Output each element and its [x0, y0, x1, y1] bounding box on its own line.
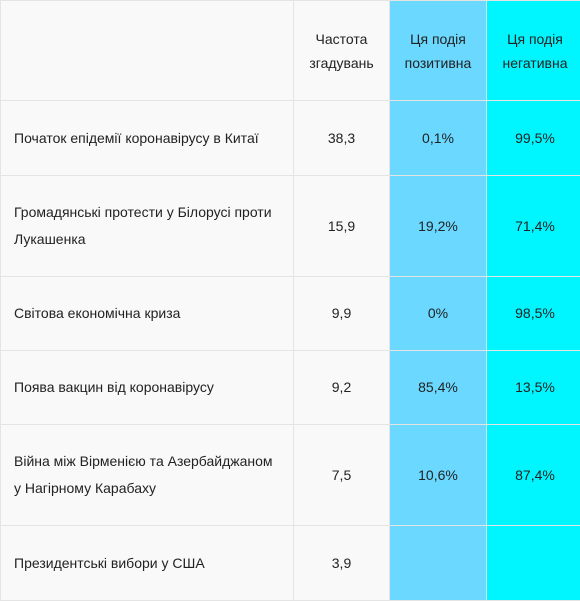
frequency-cell: 3,9	[294, 526, 390, 601]
negative-cell: 99,5%	[487, 101, 580, 176]
event-cell: Президентські вибори у США	[1, 526, 294, 601]
frequency-cell: 9,9	[294, 277, 390, 351]
event-cell: Поява вакцин від коронавірусу	[1, 351, 294, 425]
header-negative: Ця подія негативна	[487, 1, 580, 101]
header-positive: Ця подія позитивна	[390, 1, 487, 101]
event-cell: Початок епідемії коронавірусу в Китаї	[1, 101, 294, 176]
negative-cell: 71,4%	[487, 176, 580, 277]
event-cell: Війна між Вірменією та Азербайджаном у Н…	[1, 425, 294, 526]
header-row: Частота згадувань Ця подія позитивна Ця …	[1, 1, 580, 101]
positive-cell	[390, 526, 487, 601]
positive-cell: 85,4%	[390, 351, 487, 425]
table-row: Початок епідемії коронавірусу в Китаї 38…	[1, 101, 580, 176]
table-row: Президентські вибори у США 3,9	[1, 526, 580, 601]
frequency-cell: 15,9	[294, 176, 390, 277]
frequency-cell: 38,3	[294, 101, 390, 176]
table-row: Світова економічна криза 9,9 0% 98,5%	[1, 277, 580, 351]
positive-cell: 0,1%	[390, 101, 487, 176]
positive-cell: 0%	[390, 277, 487, 351]
table-row: Громадянські протести у Білорусі проти Л…	[1, 176, 580, 277]
negative-cell	[487, 526, 580, 601]
header-event	[1, 1, 294, 101]
frequency-cell: 7,5	[294, 425, 390, 526]
event-cell: Громадянські протести у Білорусі проти Л…	[1, 176, 294, 277]
table-row: Поява вакцин від коронавірусу 9,2 85,4% …	[1, 351, 580, 425]
table-row: Війна між Вірменією та Азербайджаном у Н…	[1, 425, 580, 526]
negative-cell: 98,5%	[487, 277, 580, 351]
frequency-cell: 9,2	[294, 351, 390, 425]
header-frequency: Частота згадувань	[294, 1, 390, 101]
negative-cell: 87,4%	[487, 425, 580, 526]
negative-cell: 13,5%	[487, 351, 580, 425]
event-cell: Світова економічна криза	[1, 277, 294, 351]
positive-cell: 10,6%	[390, 425, 487, 526]
positive-cell: 19,2%	[390, 176, 487, 277]
